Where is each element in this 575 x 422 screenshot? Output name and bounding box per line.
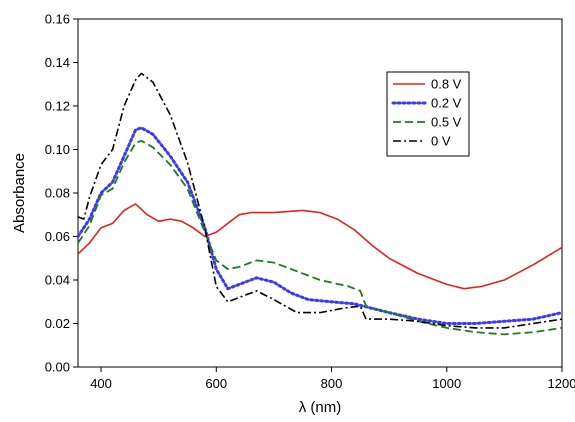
y-tick-label: 0.04 (45, 273, 70, 288)
y-tick-label: 0.12 (45, 99, 70, 114)
legend-label: 0 V (431, 134, 451, 149)
x-tick-label: 600 (205, 376, 227, 391)
y-tick-label: 0.10 (45, 142, 70, 157)
y-tick-label: 0.14 (45, 55, 70, 70)
series-line-0-5-v (77, 139, 563, 336)
y-axis-title: Absorbance (11, 153, 28, 233)
series-line-0-2-v (76, 126, 564, 325)
x-axis-title: λ (nm) (299, 399, 342, 416)
y-tick-label: 0.08 (45, 186, 70, 201)
y-tick-label: 0.02 (45, 316, 70, 331)
legend-label: 0.2 V (431, 96, 462, 111)
series-layer (76, 72, 564, 336)
x-axis-ticks: 400 600 800 1000 1200 (90, 367, 575, 391)
series-line-0-v (77, 72, 563, 329)
series-line-0-8-v (77, 203, 563, 290)
plot-frame (77, 18, 563, 368)
y-tick-label: 0.16 (45, 12, 70, 27)
x-tick-label: 1200 (548, 376, 575, 391)
legend: 0.8 V 0.2 V 0.5 V 0 V (386, 71, 470, 157)
y-tick-label: 0.06 (45, 229, 70, 244)
legend-box (386, 71, 470, 157)
legend-label: 0.5 V (431, 115, 462, 130)
legend-label: 0.8 V (431, 77, 462, 92)
x-tick-label: 400 (90, 376, 112, 391)
y-tick-label: 0.00 (45, 360, 70, 375)
y-axis-ticks: 0.00 0.02 0.04 0.06 0.08 0.10 0.12 0.14 0.16 (45, 12, 78, 375)
x-tick-label: 800 (321, 376, 343, 391)
x-tick-label: 1000 (432, 376, 461, 391)
